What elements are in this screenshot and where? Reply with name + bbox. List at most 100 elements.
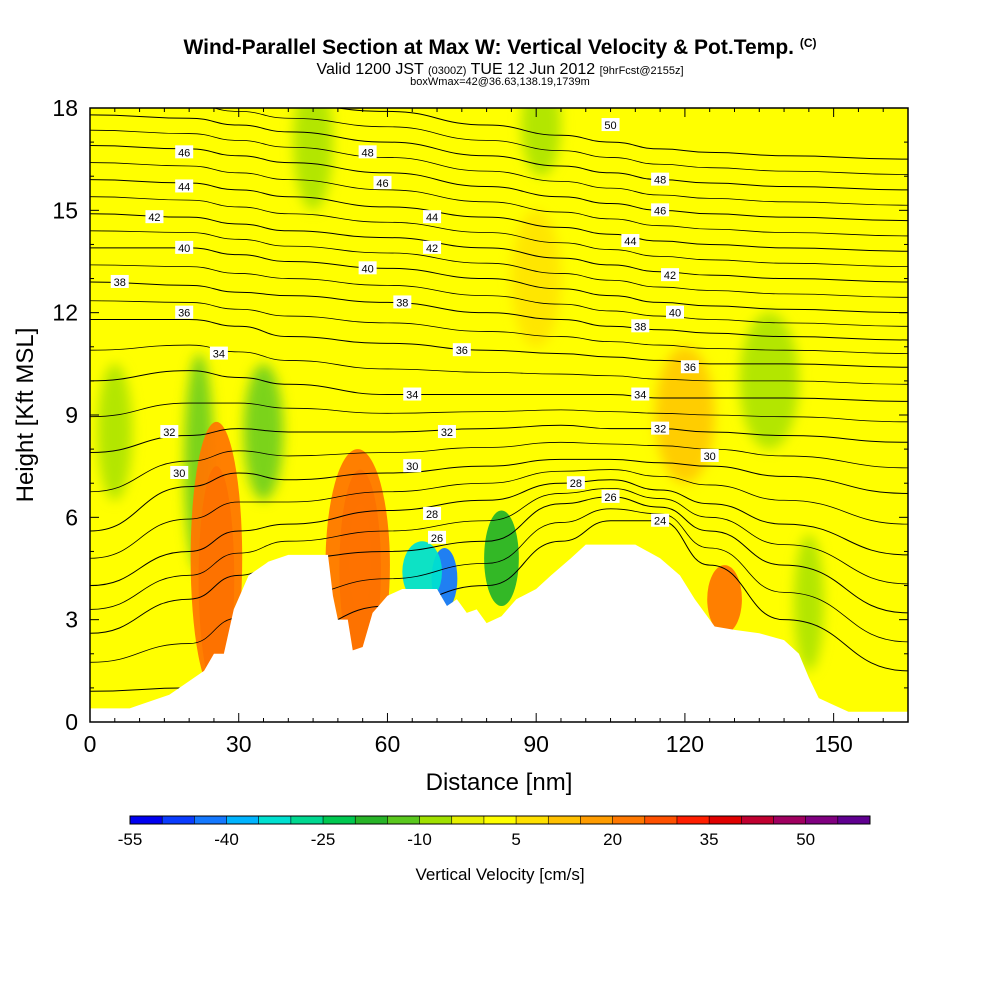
- chart-title: Wind-Parallel Section at Max W: Vertical…: [0, 36, 1000, 60]
- colorbar-tick-label: -40: [214, 830, 239, 849]
- contour-label-text: 32: [654, 424, 666, 436]
- contour-label-bg: [700, 448, 719, 462]
- contour-label-42: 42: [661, 268, 680, 282]
- contour-label-44: 44: [621, 234, 640, 248]
- contour-label-34: 34: [403, 387, 422, 402]
- contour-label-text: 28: [570, 478, 582, 490]
- contour-label-26: 26: [428, 530, 447, 545]
- isentrope-46: [90, 145, 908, 222]
- contour-label-38: 38: [110, 274, 129, 289]
- contour-label-text: 28: [426, 509, 438, 521]
- colorbar-swatch: [323, 816, 356, 824]
- contour-label-40: 40: [665, 305, 684, 320]
- contour-label-bg: [393, 295, 412, 309]
- contour-label-text: 42: [664, 270, 676, 282]
- colorbar-swatch: [805, 816, 839, 824]
- contour-label-bg: [110, 274, 129, 288]
- isentrope-minor: [212, 108, 908, 175]
- contour-label-text: 26: [431, 533, 443, 545]
- w-cell: [293, 108, 333, 211]
- x-tick-label: 30: [226, 731, 252, 757]
- contour-label-50: 50: [601, 118, 620, 132]
- contour-label-30: 30: [700, 448, 719, 463]
- contour-label-text: 24: [654, 516, 666, 528]
- isentrope-40: [90, 247, 908, 314]
- x-tick-label: 120: [666, 731, 704, 757]
- contour-label-34: 34: [631, 387, 650, 402]
- y-tick-label: 9: [65, 402, 78, 428]
- colorbar-tick-label: 35: [700, 830, 719, 849]
- isentrope-minor: [90, 196, 908, 268]
- contour-label-text: 34: [634, 390, 646, 402]
- contour-label-bg: [373, 176, 392, 190]
- w-cell: [707, 565, 742, 634]
- contour-label-38: 38: [631, 319, 650, 333]
- contour-label-bg: [651, 513, 670, 527]
- contour-label-text: 46: [654, 205, 666, 217]
- contour-label-text: 30: [704, 451, 716, 463]
- contour-label-44: 44: [175, 179, 194, 193]
- contour-label-36: 36: [452, 343, 471, 357]
- colorbar-swatch: [676, 816, 710, 824]
- contour-label-bg: [680, 360, 699, 374]
- w-cell: [402, 541, 442, 603]
- w-cell: [521, 108, 561, 177]
- colorbar-title: Vertical Velocity [cm/s]: [415, 865, 584, 884]
- contour-label-bg: [601, 489, 620, 503]
- contour-label-bg: [651, 172, 670, 186]
- contour-label-bg: [566, 476, 585, 490]
- x-tick-label: 0: [84, 731, 97, 757]
- contour-label-bg: [175, 240, 194, 254]
- utc-time: (0300Z): [427, 65, 467, 77]
- contour-label-text: 38: [396, 297, 408, 309]
- contour-label-text: 44: [426, 212, 438, 224]
- contour-label-42: 42: [423, 240, 442, 255]
- y-axis-title: Height [Kft MSL]: [12, 328, 39, 503]
- isentrope-minor: [90, 300, 908, 354]
- contour-label-46: 46: [373, 176, 392, 190]
- contour-label-32: 32: [437, 425, 456, 439]
- isentrope-minor: [90, 264, 908, 327]
- chart-title-text: Wind-Parallel Section at Max W: Vertical…: [183, 36, 794, 59]
- contour-labels: 24 26 26 28 28 30 30 30 32 32 32 34 34 34 36 36 36 38 38 38…: [110, 118, 719, 545]
- box-wmax-info: boxWmax=42@36.63,138.19,1739m: [410, 76, 590, 88]
- contour-label-text: 42: [426, 243, 438, 255]
- isentrope-50: [334, 108, 908, 160]
- colorbar-tick-label: -25: [311, 830, 336, 849]
- colorbar-swatch: [837, 816, 871, 824]
- valid-date: TUE 12 Jun 2012: [470, 61, 596, 78]
- contour-label-bg: [651, 203, 670, 217]
- contour-label-40: 40: [175, 240, 194, 255]
- contour-label-38: 38: [393, 295, 412, 309]
- colorbar-tick-label: 50: [796, 830, 815, 849]
- y-tick-label: 12: [52, 300, 78, 326]
- isentrope-38: [90, 281, 908, 341]
- contour-label-bg: [437, 425, 456, 439]
- y-tick-label: 15: [52, 197, 78, 223]
- contour-label-text: 36: [456, 345, 468, 357]
- contour-label-bg: [631, 319, 650, 333]
- colorbar-swatch: [612, 816, 646, 824]
- colorbar-swatch: [709, 816, 742, 824]
- isentrope-26: [90, 496, 908, 634]
- colorbar-swatch: [290, 816, 324, 824]
- w-cell: [484, 510, 519, 607]
- isentrope-36: [90, 318, 908, 368]
- contour-label-text: 42: [148, 212, 160, 224]
- colorbar-tick-label: 5: [511, 830, 520, 849]
- colorbar-swatch: [226, 816, 260, 824]
- isentrope-42: [90, 213, 908, 283]
- colorbar-tick-label: 20: [603, 830, 622, 849]
- contour-label-bg: [175, 179, 194, 193]
- x-tick-label: 90: [523, 731, 549, 757]
- contour-label-text: 44: [624, 236, 636, 248]
- contour-label-26: 26: [601, 489, 620, 504]
- contour-label-text: 50: [604, 120, 616, 132]
- contour-label-text: 46: [178, 147, 190, 159]
- w-cell: [793, 534, 824, 671]
- contour-label-bg: [452, 343, 471, 357]
- contour-label-46: 46: [175, 145, 194, 159]
- contour-label-30: 30: [403, 459, 422, 473]
- colorbar-swatch: [387, 816, 421, 824]
